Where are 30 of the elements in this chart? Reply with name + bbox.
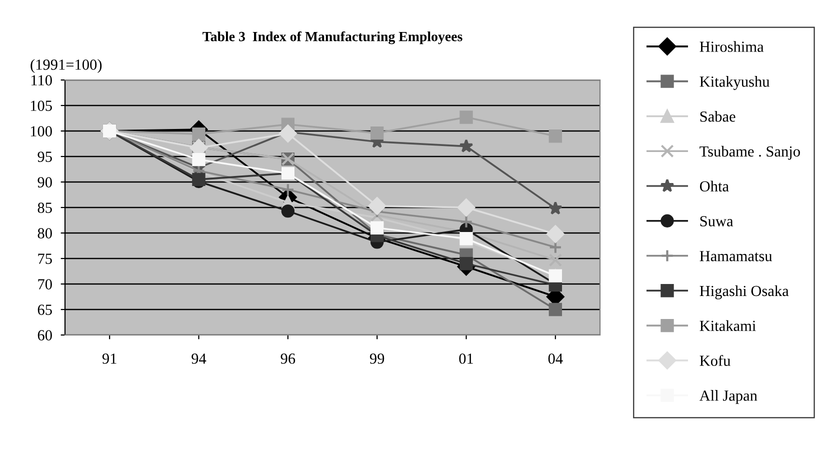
legend-label: All Japan xyxy=(699,390,758,404)
y-tick-label: 85 xyxy=(38,202,52,213)
legend-label: Tsubame . Sanjo xyxy=(700,146,800,160)
legend-label: Ohta xyxy=(700,180,729,192)
y-tick-label: 90 xyxy=(38,177,52,188)
x-tick-label: 94 xyxy=(192,354,206,364)
y-tick-label: 70 xyxy=(38,279,52,290)
y-tick-label: 95 xyxy=(38,152,52,162)
x-tick-label: 04 xyxy=(548,353,563,364)
x-tick-label: 01 xyxy=(459,353,473,364)
legend-label: Kitakami xyxy=(700,320,756,332)
legend-label: Kitakyushu xyxy=(700,76,770,90)
y-tick-label: 80 xyxy=(38,228,52,238)
y-tick-label: 60 xyxy=(38,330,52,340)
y-axis-title: (1991=100) xyxy=(30,59,102,73)
legend-label: Suwa xyxy=(700,216,734,226)
legend-label: Hamamatsu xyxy=(700,251,772,262)
x-tick-label: 96 xyxy=(280,354,296,364)
legend-label: Sabae xyxy=(700,110,736,122)
y-tick-label: 105 xyxy=(30,100,52,111)
y-tick-label: 110 xyxy=(32,75,52,86)
y-tick-label: 65 xyxy=(38,304,52,315)
chart-title: Table 3 Index of Manufacturing Employees xyxy=(202,31,462,44)
y-tick-label: 75 xyxy=(38,254,52,264)
legend-label: Hiroshima xyxy=(700,41,764,52)
legend-label: Kofu xyxy=(700,355,730,366)
y-tick-label: 100 xyxy=(30,126,52,136)
x-tick-label: 99 xyxy=(370,354,384,364)
legend-label: Higashi Osaka xyxy=(700,285,789,300)
x-tick-label: 91 xyxy=(102,354,116,364)
